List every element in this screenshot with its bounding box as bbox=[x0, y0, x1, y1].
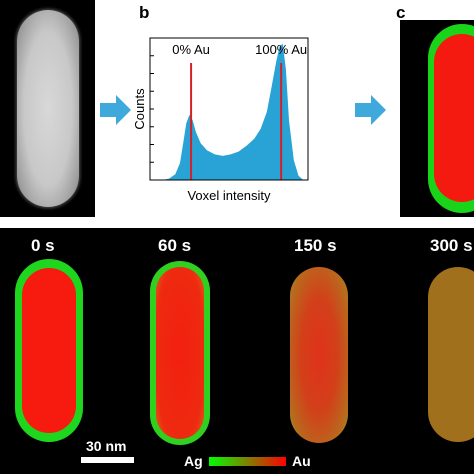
scale-bar-label: 30 nm bbox=[86, 438, 127, 454]
time-label-300s: 300 s bbox=[430, 236, 473, 255]
nanorod-60s-au-core bbox=[156, 267, 204, 439]
panel-c-segmented-image bbox=[400, 20, 474, 217]
nanorod-au-core bbox=[434, 34, 474, 202]
arrow-right-icon-2 bbox=[355, 95, 386, 125]
x-axis-label: Voxel intensity bbox=[187, 188, 271, 203]
panel-label-c: c bbox=[396, 3, 406, 22]
nanorod-150s bbox=[290, 267, 348, 443]
y-axis-label: Counts bbox=[132, 88, 147, 130]
nanorod-grayscale bbox=[17, 10, 79, 207]
nanorod-0s-au-core bbox=[22, 268, 76, 433]
histogram-markers: 0% Au 100% Au bbox=[172, 42, 307, 180]
time-label-150s: 150 s bbox=[294, 236, 337, 255]
colorbar-gradient bbox=[209, 457, 286, 466]
panel-a-haadf-image bbox=[0, 0, 95, 217]
voxel-histogram-chart: 0% Au 100% Au Counts Voxel intensity bbox=[132, 37, 309, 203]
histogram-frame bbox=[149, 37, 309, 181]
arrow-right-icon-1 bbox=[100, 95, 131, 125]
colorbar-label-au: Au bbox=[292, 453, 311, 469]
panel-label-b: b bbox=[139, 3, 150, 22]
time-label-0s: 0 s bbox=[31, 236, 55, 255]
marker-label-0: 0% Au bbox=[172, 42, 210, 57]
scale-bar bbox=[81, 457, 134, 463]
histogram-area bbox=[150, 43, 308, 181]
nanorod-300s bbox=[428, 267, 474, 442]
colorbar-label-ag: Ag bbox=[184, 453, 203, 469]
time-label-60s: 60 s bbox=[158, 236, 192, 255]
marker-label-1: 100% Au bbox=[255, 42, 307, 57]
